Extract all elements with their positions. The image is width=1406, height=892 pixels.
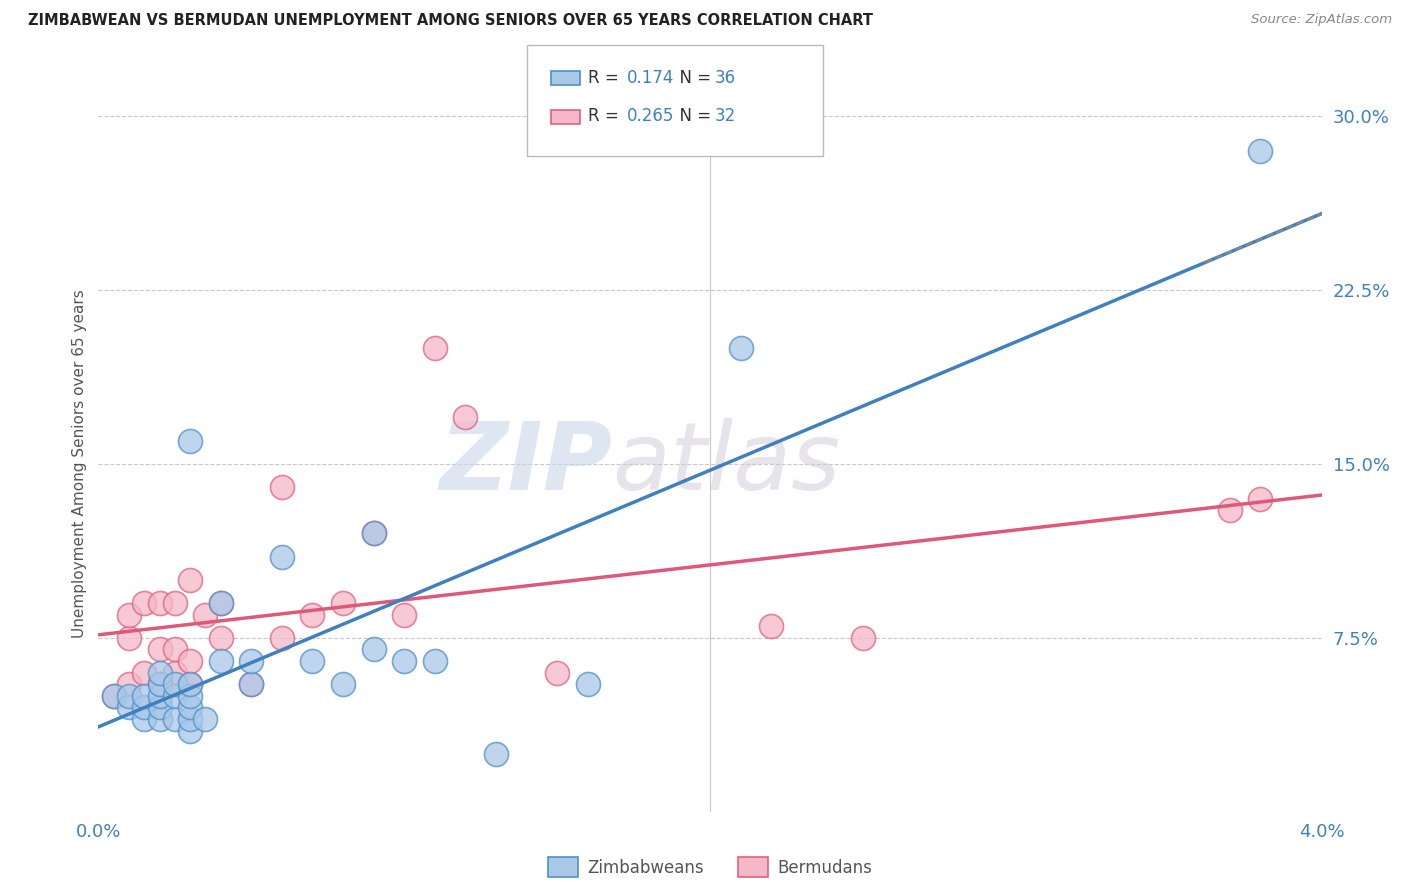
Point bbox=[163, 677, 186, 691]
Point bbox=[852, 631, 875, 645]
Point bbox=[118, 607, 141, 622]
Point bbox=[149, 677, 172, 691]
Point bbox=[134, 689, 156, 703]
Point bbox=[423, 341, 446, 355]
Text: N =: N = bbox=[669, 69, 717, 87]
Point bbox=[363, 526, 385, 541]
Point bbox=[194, 712, 217, 726]
Point bbox=[149, 677, 172, 691]
Text: R =: R = bbox=[588, 69, 624, 87]
Point bbox=[363, 642, 385, 657]
Point bbox=[209, 596, 232, 610]
Point bbox=[179, 700, 201, 714]
Point bbox=[423, 654, 446, 668]
Text: 32: 32 bbox=[714, 107, 735, 125]
Point bbox=[163, 665, 186, 680]
Point bbox=[209, 654, 232, 668]
Point bbox=[363, 526, 385, 541]
Point bbox=[485, 747, 508, 761]
Point bbox=[118, 700, 141, 714]
Point bbox=[179, 434, 201, 448]
Point bbox=[301, 607, 323, 622]
Point bbox=[209, 631, 232, 645]
Legend: Zimbabweans, Bermudans: Zimbabweans, Bermudans bbox=[541, 851, 879, 883]
Point bbox=[240, 654, 263, 668]
Point bbox=[332, 596, 354, 610]
Point bbox=[179, 573, 201, 587]
Point bbox=[240, 677, 263, 691]
Point bbox=[163, 689, 186, 703]
Text: ZIMBABWEAN VS BERMUDAN UNEMPLOYMENT AMONG SENIORS OVER 65 YEARS CORRELATION CHAR: ZIMBABWEAN VS BERMUDAN UNEMPLOYMENT AMON… bbox=[28, 13, 873, 29]
Point bbox=[118, 677, 141, 691]
Point bbox=[118, 689, 141, 703]
Text: N =: N = bbox=[669, 107, 717, 125]
Point bbox=[103, 689, 125, 703]
Text: atlas: atlas bbox=[612, 418, 841, 509]
Point bbox=[103, 689, 125, 703]
Point bbox=[270, 631, 294, 645]
Point bbox=[149, 712, 172, 726]
Point bbox=[134, 712, 156, 726]
Y-axis label: Unemployment Among Seniors over 65 years: Unemployment Among Seniors over 65 years bbox=[72, 290, 87, 638]
Point bbox=[163, 642, 186, 657]
Point bbox=[179, 654, 201, 668]
Point bbox=[576, 677, 599, 691]
Text: 36: 36 bbox=[714, 69, 735, 87]
Point bbox=[179, 689, 201, 703]
Point bbox=[730, 341, 752, 355]
Point bbox=[149, 642, 172, 657]
Point bbox=[134, 596, 156, 610]
Point bbox=[134, 665, 156, 680]
Point bbox=[163, 596, 186, 610]
Point bbox=[332, 677, 354, 691]
Point bbox=[179, 677, 201, 691]
Text: 0.265: 0.265 bbox=[627, 107, 675, 125]
Point bbox=[301, 654, 323, 668]
Point bbox=[179, 677, 201, 691]
Point bbox=[270, 549, 294, 564]
Point bbox=[149, 596, 172, 610]
Point bbox=[392, 607, 416, 622]
Point bbox=[179, 723, 201, 738]
Point bbox=[392, 654, 416, 668]
Point bbox=[163, 712, 186, 726]
Point bbox=[149, 689, 172, 703]
Point bbox=[118, 631, 141, 645]
Point bbox=[546, 665, 568, 680]
Point bbox=[759, 619, 782, 633]
Text: ZIP: ZIP bbox=[439, 417, 612, 510]
Point bbox=[149, 700, 172, 714]
Point bbox=[209, 596, 232, 610]
Point bbox=[1249, 144, 1271, 158]
Point bbox=[1219, 503, 1241, 517]
Text: Source: ZipAtlas.com: Source: ZipAtlas.com bbox=[1251, 13, 1392, 27]
Point bbox=[1249, 491, 1271, 506]
Text: 0.174: 0.174 bbox=[627, 69, 675, 87]
Point bbox=[240, 677, 263, 691]
Point bbox=[194, 607, 217, 622]
Point bbox=[454, 410, 477, 425]
Point bbox=[149, 665, 172, 680]
Point bbox=[179, 712, 201, 726]
Text: R =: R = bbox=[588, 107, 624, 125]
Point bbox=[134, 700, 156, 714]
Point bbox=[270, 480, 294, 494]
